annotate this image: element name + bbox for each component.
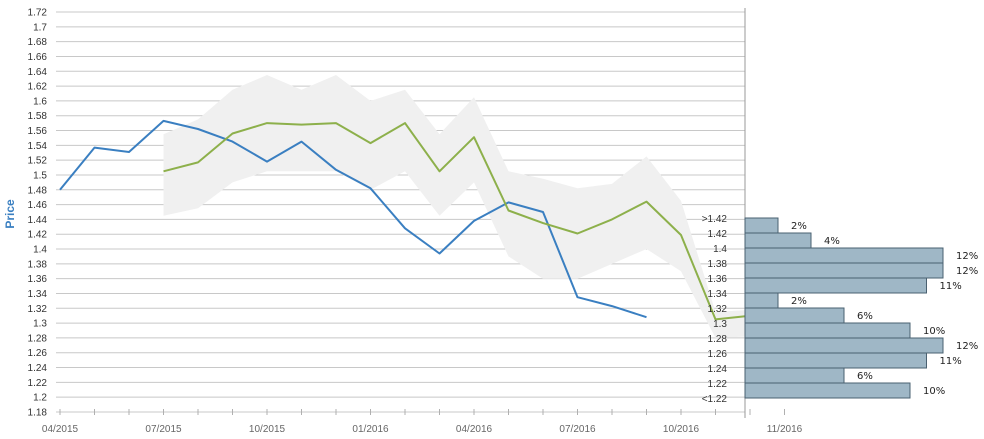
y-tick-label: 1.7 [33,22,47,33]
histogram-percent-label: 12% [956,251,978,262]
y-tick-label: 1.58 [28,111,48,122]
y-axis: 1.18 1.2 1.22 1.24 1.26 1.28 1.3 1.32 1.34 1.36 1.… [28,8,48,419]
histogram-bin-label: 1.42 [708,229,728,240]
histogram-bar [744,337,944,354]
y-tick-label: 1.64 [28,67,48,78]
y-tick-label: 1.56 [28,126,48,137]
histogram-bin-label: 1.34 [708,289,728,300]
forecast-band [163,75,750,338]
histogram-bin-label: 1.28 [708,334,728,345]
x-tick-label: 07/2015 [145,424,182,435]
histogram-bar [744,247,944,264]
histogram-bar [744,307,845,324]
y-tick-label: 1.66 [28,52,48,63]
distribution-histogram: >1.42 2% 1.42 4% 1.4 12% 1.38 12% 1.36 11% 1.34 2% 1… [702,214,979,405]
y-tick-label: 1.46 [28,200,48,211]
y-tick-label: 1.24 [28,363,48,374]
histogram-percent-label: 12% [956,341,978,352]
x-tick-label: 01/2016 [352,424,389,435]
histogram-bin-label: <1.22 [702,394,728,405]
y-tick-label: 1.38 [28,259,48,270]
y-tick-label: 1.48 [28,185,48,196]
histogram-bar [744,352,927,369]
histogram-bin-label: 1.38 [708,259,728,270]
histogram-bar [744,382,911,399]
y-tick-label: 1.44 [28,215,48,226]
y-tick-label: 1.22 [28,378,48,389]
x-tick-label: 04/2015 [42,424,79,435]
y-tick-label: 1.52 [28,156,48,167]
histogram-bin-label: 1.24 [708,364,728,375]
y-tick-label: 1.54 [28,141,48,152]
y-axis-label: Price [3,199,17,229]
x-tick-label: 10/2016 [663,424,700,435]
y-tick-label: 1.4 [33,245,47,256]
histogram-bar [744,262,944,279]
y-tick-label: 1.18 [28,408,48,419]
y-tick-label: 1.6 [33,96,47,107]
histogram-bar [744,367,845,384]
histogram-bin-label: >1.42 [702,214,728,225]
histogram-percent-label: 11% [940,356,962,367]
histogram-bin-label: 1.36 [708,274,728,285]
y-tick-label: 1.2 [33,393,47,404]
histogram-bar [744,217,779,234]
histogram-percent-label: 6% [857,371,873,382]
histogram-percent-label: 2% [791,296,807,307]
series-line-1 [59,119,647,319]
forecast-band-area [163,75,750,338]
y-tick-label: 1.62 [28,82,48,93]
histogram-percent-label: 10% [923,326,945,337]
y-tick-label: 1.3 [33,319,47,330]
x-axis: 04/2015 07/2015 10/2015 01/2016 04/2016 07/20… [42,409,803,435]
x-tick-label: 11/2016 [767,424,803,435]
histogram-percent-label: 10% [923,386,945,397]
x-tick-label: 04/2016 [456,424,493,435]
series-line-2 [163,122,751,321]
histogram-percent-label: 2% [791,221,807,232]
histogram-bar [744,277,927,294]
y-tick-label: 1.5 [33,170,47,181]
y-tick-label: 1.68 [28,37,48,48]
histogram-bin-label: 1.3 [713,319,727,330]
histogram-bin-label: 1.4 [713,244,727,255]
y-tick-label: 1.42 [28,230,48,241]
y-tick-label: 1.32 [28,304,48,315]
x-tick-label: 10/2015 [249,424,286,435]
histogram-bar [744,232,812,249]
series-lines [59,119,751,321]
y-tick-label: 1.72 [28,8,48,19]
x-tick-label: 07/2016 [559,424,596,435]
histogram-bar [744,322,911,339]
y-tick-label: 1.36 [28,274,48,285]
y-tick-label: 1.34 [28,289,48,300]
histogram-percent-label: 11% [940,281,962,292]
histogram-bin-label: 1.26 [708,349,728,360]
histogram-percent-label: 4% [824,236,840,247]
histogram-bin-label: 1.22 [708,379,728,390]
histogram-percent-label: 12% [956,266,978,277]
y-tick-label: 1.26 [28,348,48,359]
histogram-bar [744,292,779,309]
histogram-bin-label: 1.32 [708,304,728,315]
y-tick-label: 1.28 [28,333,48,344]
histogram-percent-label: 6% [857,311,873,322]
